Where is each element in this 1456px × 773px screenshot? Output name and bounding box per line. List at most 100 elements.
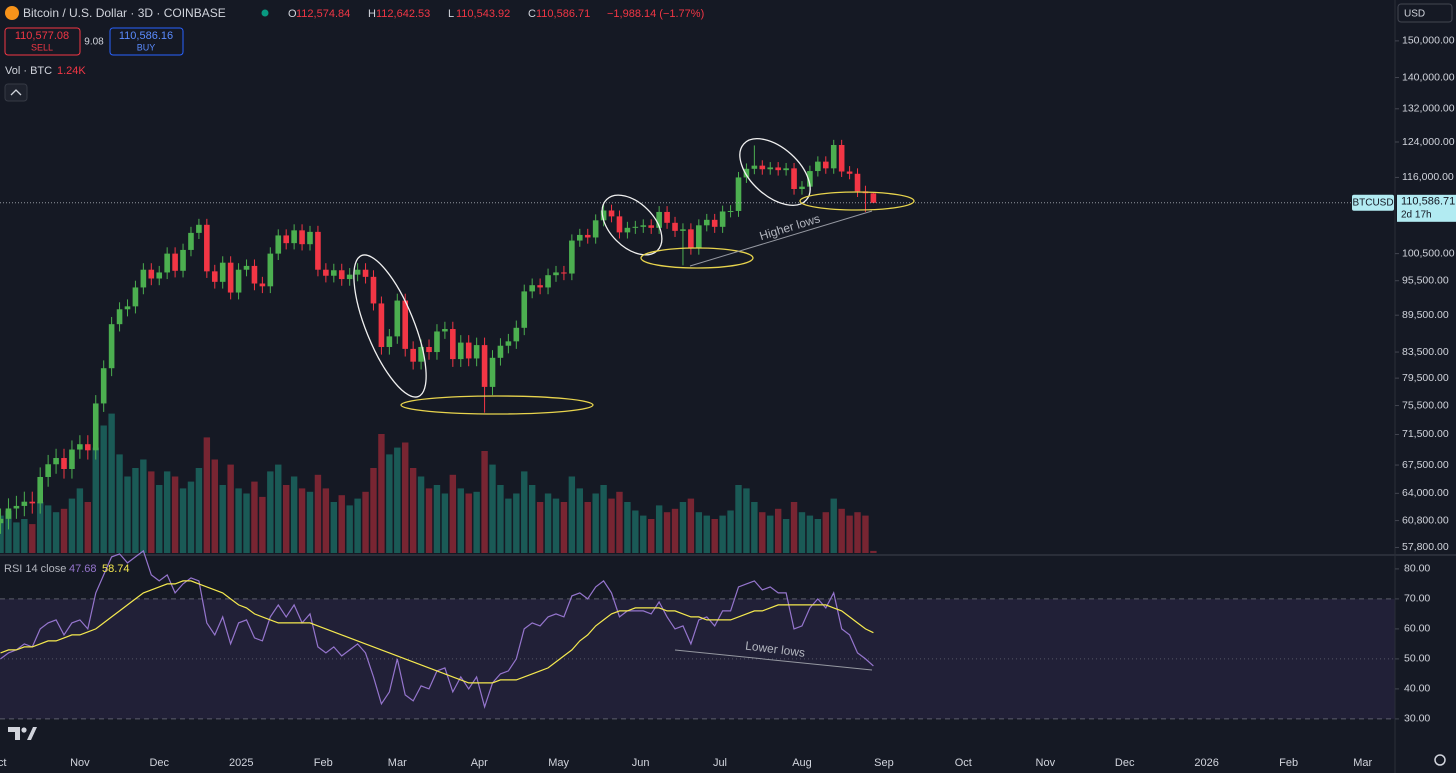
volume-bar: [513, 493, 520, 553]
volume-bar: [362, 491, 369, 553]
currency: USD: [1404, 9, 1425, 20]
candle-body: [815, 161, 821, 172]
x-tick-label: Jul: [713, 757, 727, 769]
candle-body: [61, 458, 67, 469]
volume-bar: [727, 510, 734, 553]
candle-body: [69, 449, 75, 469]
candle-body: [402, 300, 409, 349]
candle-body: [100, 368, 107, 404]
buy-button[interactable]: [109, 27, 184, 56]
volume-bar: [219, 485, 226, 553]
volume-bar: [13, 522, 20, 553]
candle-body: [576, 234, 583, 241]
volume-bar: [76, 488, 84, 553]
candle-body: [767, 167, 774, 170]
ohlc-value: 112,574.84: [296, 8, 350, 20]
ticker-tag-text: BTCUSD: [1352, 197, 1393, 208]
volume-name: Vol · BTC: [5, 65, 52, 77]
volume-bar: [338, 495, 345, 553]
candle-body: [386, 336, 393, 347]
volume-bar: [751, 502, 758, 553]
volume-bar: [600, 485, 607, 553]
volume-bar: [671, 508, 679, 553]
volume-bar: [92, 447, 99, 553]
candle-body: [418, 346, 424, 362]
candle-body: [799, 186, 805, 189]
sell-button[interactable]: [4, 27, 81, 56]
candle-body: [188, 232, 194, 250]
volume-bar: [251, 481, 258, 553]
volume-bar: [124, 476, 131, 553]
rsi-y-tick-label: 70.00: [1404, 593, 1430, 605]
volume-bar: [179, 488, 187, 553]
y-tick-label: 79,500.00: [1402, 372, 1449, 384]
volume-bar: [370, 468, 377, 553]
candle-body: [656, 211, 662, 228]
volume-bar: [116, 454, 123, 553]
candle-body: [513, 327, 520, 342]
y-tick-label: 60,800.00: [1402, 514, 1449, 526]
candle-body: [29, 501, 36, 504]
last-price: 110,586.71: [1401, 196, 1455, 208]
rsi-y-tick-label: 50.00: [1404, 653, 1430, 665]
volume-bar: [457, 488, 464, 553]
volume-bar: [108, 413, 115, 553]
y-tick-label: 124,000.00: [1402, 136, 1455, 148]
x-tick-label: Oct: [955, 757, 972, 769]
candle-body: [783, 168, 789, 171]
candle-body: [592, 220, 599, 238]
candle-body: [672, 222, 678, 231]
candle-body: [561, 272, 567, 274]
volume-bar: [536, 502, 544, 553]
volume-bar: [417, 476, 425, 553]
currency-button[interactable]: [1397, 3, 1453, 23]
candle-body: [680, 229, 686, 231]
candle-body: [838, 145, 845, 172]
candle-body: [85, 444, 91, 451]
candle-body: [711, 219, 718, 227]
volume-bar: [227, 464, 234, 553]
x-tick-label: Sep: [874, 757, 894, 769]
candle-body: [13, 505, 20, 509]
volume-bar: [171, 476, 179, 553]
settings-icon[interactable]: [1434, 754, 1446, 766]
collapse-button[interactable]: [4, 83, 28, 102]
volume-bar: [505, 498, 512, 553]
candle-body: [696, 225, 702, 249]
candle-body: [442, 329, 448, 332]
volume-bar: [521, 471, 528, 553]
volume-bar: [449, 474, 457, 553]
volume-bar: [68, 498, 76, 553]
candle-body: [521, 291, 528, 328]
candle-body: [719, 211, 726, 227]
candle-body: [497, 345, 504, 358]
spread: 9.08: [84, 37, 104, 48]
x-tick-label: Dec: [149, 757, 169, 769]
annotation-ellipse: [799, 191, 915, 211]
candle-body: [346, 274, 353, 280]
candle-body: [275, 235, 282, 254]
candle-body: [703, 219, 710, 226]
annotation-ellipse: [353, 254, 427, 398]
y-tick-label: 83,500.00: [1402, 346, 1449, 358]
candle-body: [664, 211, 670, 223]
change: −1,988.14 (−1.77%): [607, 8, 704, 20]
volume-bar: [433, 485, 441, 553]
candle-body: [323, 269, 329, 276]
volume-bar: [560, 502, 568, 553]
last-price-box: [1397, 194, 1456, 222]
rsi-ma-value: 58.74: [102, 563, 130, 575]
y-tick-label: 71,500.00: [1402, 428, 1449, 440]
volume-bar: [814, 519, 822, 553]
volume-bar: [441, 493, 449, 553]
volume-bar: [719, 515, 726, 553]
rsi-y-tick-label: 80.00: [1404, 563, 1430, 575]
symbol: Bitcoin / U.S. Dollar · 3D · COINBASE: [23, 6, 226, 20]
candle-body: [370, 276, 377, 304]
volume-bar: [497, 485, 504, 553]
y-tick-label: 95,500.00: [1402, 275, 1449, 287]
volume-bar: [489, 464, 496, 553]
y-tick-label: 57,800.00: [1402, 541, 1449, 553]
y-tick-label: 150,000.00: [1402, 35, 1455, 47]
